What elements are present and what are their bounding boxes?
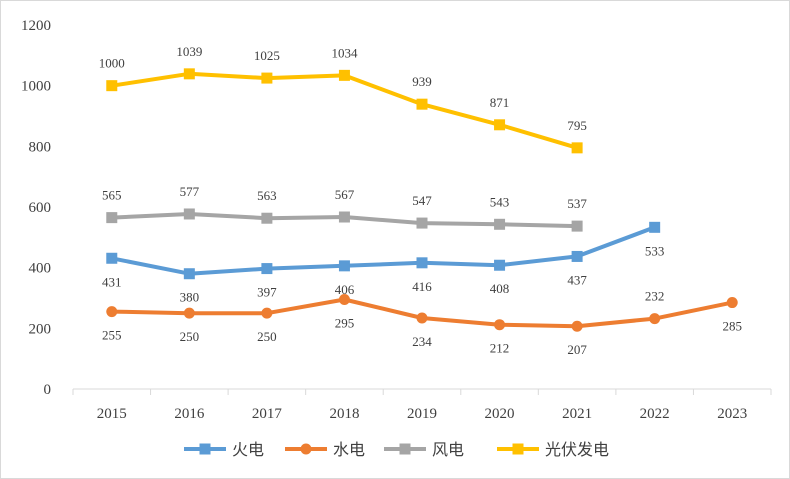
x-tick-label: 2020 [485, 406, 515, 422]
data-label: 295 [335, 316, 355, 331]
data-point [261, 307, 273, 319]
data-point [416, 217, 428, 229]
y-tick-label: 200 [29, 321, 52, 337]
x-tick-label: 2022 [640, 406, 670, 422]
data-label: 567 [335, 187, 355, 202]
y-tick-label: 600 [29, 200, 52, 216]
data-label: 212 [490, 341, 510, 356]
data-label: 408 [490, 281, 510, 296]
legend-label: 风电 [432, 440, 464, 459]
series-line-0 [109, 225, 657, 276]
data-point [494, 259, 506, 271]
y-tick-label: 0 [44, 382, 52, 398]
data-label: 406 [335, 282, 355, 297]
data-label: 563 [257, 188, 277, 203]
data-point [571, 320, 583, 332]
legend-label: 水电 [333, 440, 365, 459]
data-label: 285 [722, 319, 742, 334]
data-label: 537 [567, 196, 587, 211]
x-tick-label: 2021 [562, 406, 592, 422]
data-label: 543 [490, 194, 510, 209]
data-label: 1000 [99, 56, 125, 71]
data-label: 437 [567, 272, 587, 287]
data-point [494, 218, 506, 230]
legend-marker [512, 443, 524, 455]
series-line-3 [109, 71, 580, 150]
data-label: 565 [102, 188, 122, 203]
data-label: 250 [180, 329, 200, 344]
data-point [494, 319, 506, 331]
data-point [571, 142, 583, 154]
legend-label: 火电 [232, 440, 264, 459]
x-tick-label: 2016 [174, 406, 205, 422]
legend-marker [399, 443, 411, 455]
data-point [649, 221, 661, 233]
data-point [338, 260, 350, 272]
x-tick-label: 2017 [252, 406, 283, 422]
data-label: 577 [180, 184, 200, 199]
x-tick-label: 2015 [97, 406, 127, 422]
data-point [416, 312, 428, 324]
data-point [183, 307, 195, 319]
data-label: 234 [412, 334, 432, 349]
y-tick-label: 1000 [21, 79, 51, 95]
data-point [726, 297, 738, 309]
data-label: 255 [102, 328, 122, 343]
data-point [571, 220, 583, 232]
data-label: 1039 [176, 44, 202, 59]
data-label: 1034 [331, 45, 358, 60]
data-point [183, 68, 195, 80]
legend-marker [199, 443, 211, 455]
data-label: 871 [490, 95, 510, 110]
data-point [261, 72, 273, 84]
data-label: 207 [567, 342, 587, 357]
y-tick-label: 1200 [21, 18, 51, 34]
data-point [106, 306, 118, 318]
data-point [106, 212, 118, 224]
y-tick-label: 400 [29, 261, 52, 277]
data-label: 250 [257, 329, 277, 344]
data-point [416, 257, 428, 269]
data-label: 232 [645, 289, 665, 304]
data-point [183, 208, 195, 220]
data-point [494, 119, 506, 131]
data-point [106, 252, 118, 264]
legend-marker [300, 443, 312, 455]
x-tick-label: 2018 [329, 406, 359, 422]
data-label: 939 [412, 74, 432, 89]
y-tick-label: 800 [29, 139, 52, 155]
data-point [261, 212, 273, 224]
data-point [338, 211, 350, 223]
data-label: 380 [180, 290, 200, 305]
data-label: 795 [567, 118, 587, 133]
data-label: 431 [102, 274, 122, 289]
data-point [338, 69, 350, 81]
x-tick-label: 2023 [717, 406, 747, 422]
data-point [261, 263, 273, 275]
legend-label: 光伏发电 [545, 440, 609, 459]
x-tick-label: 2019 [407, 406, 437, 422]
data-point [649, 313, 661, 325]
data-label: 1025 [254, 48, 280, 63]
data-label: 397 [257, 285, 277, 300]
data-point [338, 294, 350, 306]
data-point [416, 98, 428, 110]
data-point [571, 250, 583, 262]
data-label: 416 [412, 279, 432, 294]
data-point [106, 80, 118, 92]
data-label: 547 [412, 193, 432, 208]
data-point [183, 268, 195, 280]
data-label: 533 [645, 243, 665, 258]
